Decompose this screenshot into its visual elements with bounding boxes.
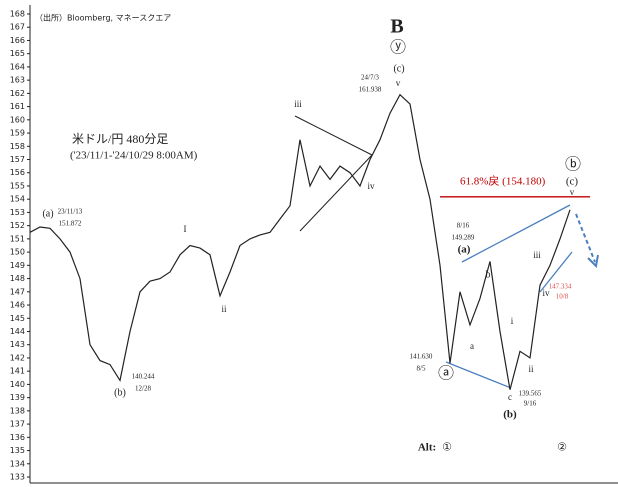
source: （出所）Bloomberg, マネースクエア bbox=[35, 13, 171, 23]
annotation: iv bbox=[367, 181, 375, 191]
annotation: Alt: bbox=[418, 442, 436, 454]
y-tick-label: 154 bbox=[10, 195, 25, 204]
y-tick-label: 162 bbox=[10, 89, 25, 98]
annotation: v bbox=[570, 187, 575, 197]
y-tick-label: 143 bbox=[10, 340, 25, 349]
annotation: 140.244 bbox=[132, 373, 155, 381]
annotation: B bbox=[390, 16, 403, 38]
y-tick-label: 147 bbox=[10, 287, 25, 296]
y-tick-label: 140 bbox=[10, 380, 25, 389]
y-tick-label: 144 bbox=[10, 327, 25, 336]
chart-title: 米ドル/円 480分足 bbox=[72, 132, 168, 146]
annotation: c bbox=[508, 392, 512, 402]
annotation: b bbox=[486, 269, 491, 280]
annotation: 161.938 bbox=[359, 86, 382, 94]
y-tick-label: 158 bbox=[10, 142, 25, 151]
y-tick-label: 148 bbox=[10, 274, 25, 283]
y-tick-label: 139 bbox=[10, 393, 25, 402]
annotation: (b) bbox=[114, 387, 126, 398]
y-tick-label: 156 bbox=[10, 168, 25, 177]
chart-subtitle: ('23/11/1-'24/10/29 8:00AM) bbox=[70, 150, 198, 162]
y-tick-label: 141 bbox=[10, 367, 25, 376]
annotation: iii bbox=[294, 99, 302, 109]
y-tick-label: 153 bbox=[10, 208, 25, 217]
annotation: ② bbox=[557, 442, 567, 454]
annotation: a bbox=[470, 341, 474, 351]
y-tick-label: 142 bbox=[10, 353, 25, 362]
y-tick-label: 135 bbox=[10, 446, 25, 455]
y-tick-label: 155 bbox=[10, 181, 25, 190]
annotation: 139.565 bbox=[519, 390, 542, 398]
annotation: 12/28 bbox=[135, 385, 151, 393]
annotation: 23/11/13 bbox=[58, 208, 83, 216]
annotation: (a) bbox=[42, 208, 53, 219]
annotation: ① bbox=[442, 442, 452, 454]
trendlines bbox=[294, 115, 373, 232]
annotation: ii bbox=[528, 364, 534, 374]
annotation: 10/8 bbox=[556, 293, 569, 301]
annotation: iii bbox=[533, 250, 541, 260]
annotation: 147.334 bbox=[549, 283, 572, 291]
retracement-label: 61.8%戻 (154.180) bbox=[460, 174, 546, 187]
annotation: ⓑ bbox=[565, 156, 581, 174]
annotation: (c) bbox=[566, 176, 579, 188]
annotation: iv bbox=[542, 288, 550, 298]
y-tick-label: 168 bbox=[10, 10, 25, 19]
y-tick-label: 151 bbox=[10, 234, 25, 243]
y-tick-label: 150 bbox=[10, 248, 25, 257]
y-tick-label: 146 bbox=[10, 301, 25, 310]
y-tick-label: 163 bbox=[10, 76, 25, 85]
y-tick-label: 152 bbox=[10, 221, 25, 230]
annotation: i bbox=[511, 316, 514, 326]
y-tick-label: 133 bbox=[10, 473, 25, 482]
y-tick-label: 145 bbox=[10, 314, 25, 323]
annotation: v bbox=[396, 78, 401, 88]
annotation: 8/16 bbox=[457, 222, 470, 230]
annotation: ii bbox=[221, 304, 227, 314]
channel-lines bbox=[445, 204, 599, 389]
annotation: ⓨ bbox=[390, 39, 406, 57]
y-tick-label: 149 bbox=[10, 261, 25, 270]
annotation: (b) bbox=[503, 409, 517, 421]
annotation: 141.630 bbox=[410, 353, 433, 361]
y-tick-label: 138 bbox=[10, 406, 25, 415]
annotation: (c) bbox=[393, 63, 404, 74]
y-tick-label: 134 bbox=[10, 459, 25, 468]
annotation: (a) bbox=[458, 244, 471, 256]
annotation: 9/16 bbox=[524, 400, 537, 408]
price-line bbox=[29, 93, 571, 390]
y-tick-label: 137 bbox=[10, 420, 25, 429]
y-tick-label: 160 bbox=[10, 115, 25, 124]
annotation: 24/7/3 bbox=[361, 74, 379, 82]
annotation: 149.289 bbox=[452, 234, 475, 242]
annotation: I bbox=[184, 224, 187, 234]
y-tick-label: 159 bbox=[10, 129, 25, 138]
y-tick-label: 167 bbox=[10, 23, 25, 32]
y-tick-label: 165 bbox=[10, 49, 25, 58]
annotation: 8/5 bbox=[417, 365, 426, 373]
y-tick-label: 161 bbox=[10, 102, 25, 111]
y-tick-label: 166 bbox=[10, 36, 25, 45]
y-tick-label: 157 bbox=[10, 155, 25, 164]
annotation: ⓐ bbox=[438, 365, 454, 383]
y-tick-label: 136 bbox=[10, 433, 25, 442]
annotation: 151.872 bbox=[59, 220, 82, 228]
y-tick-label: 164 bbox=[10, 62, 25, 71]
